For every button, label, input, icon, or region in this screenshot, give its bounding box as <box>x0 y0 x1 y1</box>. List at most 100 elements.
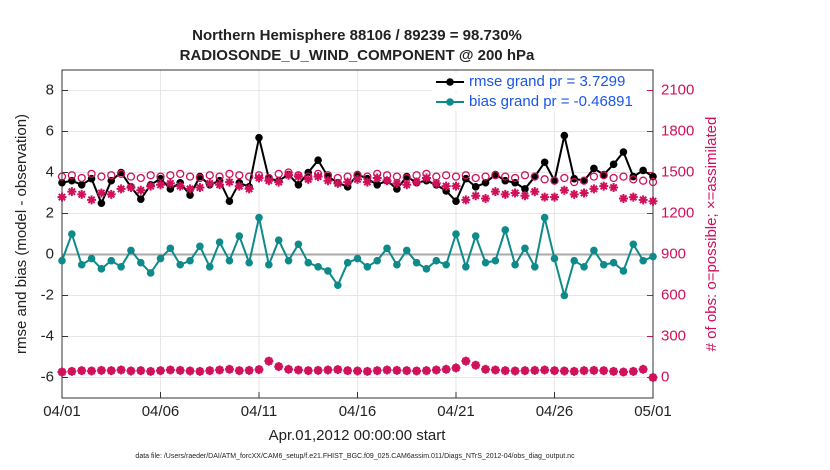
point <box>126 183 136 193</box>
y2-tick-label: 2100 <box>661 81 694 98</box>
point <box>274 362 284 372</box>
point <box>560 173 569 183</box>
point <box>343 177 353 187</box>
point <box>323 365 333 375</box>
point <box>343 366 353 376</box>
y2-tick-label: 600 <box>661 286 686 303</box>
point <box>530 187 540 197</box>
point <box>648 373 658 382</box>
point <box>77 189 87 199</box>
point <box>175 181 185 191</box>
point <box>569 366 579 376</box>
y-tick-label: -2 <box>41 286 54 303</box>
point <box>609 173 618 183</box>
point <box>649 252 657 261</box>
point <box>570 177 579 187</box>
point <box>531 263 539 271</box>
point <box>165 365 175 375</box>
point <box>441 171 451 180</box>
point <box>58 178 66 187</box>
point <box>639 176 648 185</box>
point <box>531 172 539 181</box>
point <box>481 364 491 374</box>
point <box>402 180 412 190</box>
point <box>550 176 559 185</box>
point <box>599 366 609 376</box>
point <box>116 169 126 179</box>
point <box>196 242 204 251</box>
point <box>481 193 491 203</box>
point <box>156 174 165 183</box>
point <box>481 258 490 267</box>
point <box>589 172 599 181</box>
point <box>314 156 322 164</box>
point <box>471 173 480 183</box>
point <box>57 192 67 202</box>
point <box>67 171 76 180</box>
point <box>540 175 549 184</box>
point <box>116 365 126 375</box>
point <box>58 256 66 265</box>
point <box>530 172 539 181</box>
point <box>648 196 658 206</box>
point <box>580 176 588 185</box>
point <box>402 246 411 255</box>
point <box>609 160 618 169</box>
point <box>166 185 175 193</box>
point <box>580 263 588 271</box>
point <box>639 166 647 175</box>
point <box>628 366 638 376</box>
point <box>579 188 589 198</box>
x-tick-label: 04/26 <box>536 403 574 420</box>
point <box>176 260 184 269</box>
point <box>77 366 87 376</box>
point <box>255 133 263 142</box>
point <box>520 366 530 376</box>
point <box>490 187 500 197</box>
point <box>205 366 215 376</box>
point <box>353 174 362 184</box>
point <box>343 258 352 267</box>
y-tick-label: 2 <box>46 204 54 221</box>
x-tick-label: 04/11 <box>241 403 277 420</box>
point <box>215 365 225 375</box>
point <box>570 256 578 265</box>
point <box>235 232 244 240</box>
point <box>185 172 195 181</box>
point <box>225 169 234 179</box>
point <box>77 173 86 183</box>
point <box>510 188 520 198</box>
point <box>451 181 461 191</box>
point <box>68 230 76 238</box>
legend-label: bias grand pr = -0.46891 <box>469 93 633 110</box>
point <box>235 171 244 180</box>
point <box>97 265 106 273</box>
point <box>491 256 500 265</box>
point <box>421 173 431 183</box>
point <box>136 366 146 376</box>
point <box>137 195 145 203</box>
point <box>609 258 618 267</box>
point <box>461 356 471 366</box>
point <box>451 172 461 181</box>
chart-subtitle: RADIOSONDE_U_WIND_COMPONENT @ 200 hPa <box>180 47 535 64</box>
point <box>333 178 343 188</box>
point <box>638 364 648 374</box>
point <box>195 366 205 376</box>
point <box>422 265 431 273</box>
point <box>165 178 175 188</box>
point <box>579 176 589 185</box>
point <box>393 260 401 269</box>
point <box>471 191 481 201</box>
point <box>511 260 519 269</box>
point <box>619 267 628 275</box>
legend-bg <box>432 73 646 91</box>
point <box>471 360 481 370</box>
point <box>599 181 609 191</box>
point <box>156 180 165 190</box>
point <box>107 256 116 265</box>
point <box>294 240 303 249</box>
point <box>313 172 323 182</box>
point <box>550 254 559 263</box>
point <box>106 366 116 376</box>
